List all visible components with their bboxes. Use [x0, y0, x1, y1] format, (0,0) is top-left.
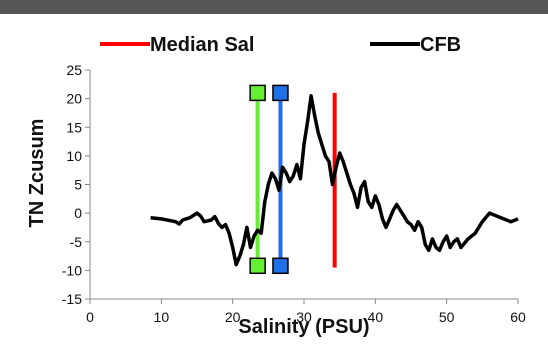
- markers-layer: [249, 84, 337, 275]
- y-tick-label: 20: [66, 91, 82, 107]
- x-tick-label: 20: [225, 309, 241, 325]
- x-tick-label: 60: [510, 309, 526, 325]
- y-tick-label: 25: [66, 62, 82, 78]
- y-axis-title: TN Zcusum: [26, 119, 48, 228]
- y-tick-label: 10: [66, 148, 82, 164]
- y-tick-label: -10: [62, 262, 82, 278]
- legend-label-cfb: CFB: [420, 34, 461, 56]
- threshold-marker-2-top: [272, 84, 289, 102]
- legend-layer: Median Sal CFB: [100, 34, 461, 56]
- x-tick-label: 50: [439, 309, 455, 325]
- x-axis-title: Salinity (PSU): [238, 316, 369, 338]
- top-bar: [0, 0, 548, 14]
- y-tick-label: -15: [62, 291, 82, 307]
- threshold-marker-1-top: [249, 84, 266, 102]
- x-tick-label: 40: [368, 309, 384, 325]
- threshold-marker-2-bottom: [272, 257, 289, 275]
- x-tick-label: 0: [86, 309, 94, 325]
- y-tick-label: 0: [74, 205, 82, 221]
- series-line-cfb: [150, 94, 519, 267]
- threshold-marker-1-bottom: [249, 257, 266, 275]
- y-tick-label: 5: [74, 177, 82, 193]
- x-tick-label: 10: [154, 309, 170, 325]
- legend-label-median-sal: Median Sal: [150, 34, 254, 56]
- y-tick-label: 15: [66, 119, 82, 135]
- series-layer: [150, 94, 519, 267]
- x-tick-label: 30: [296, 309, 312, 325]
- y-tick-label: -5: [70, 234, 83, 250]
